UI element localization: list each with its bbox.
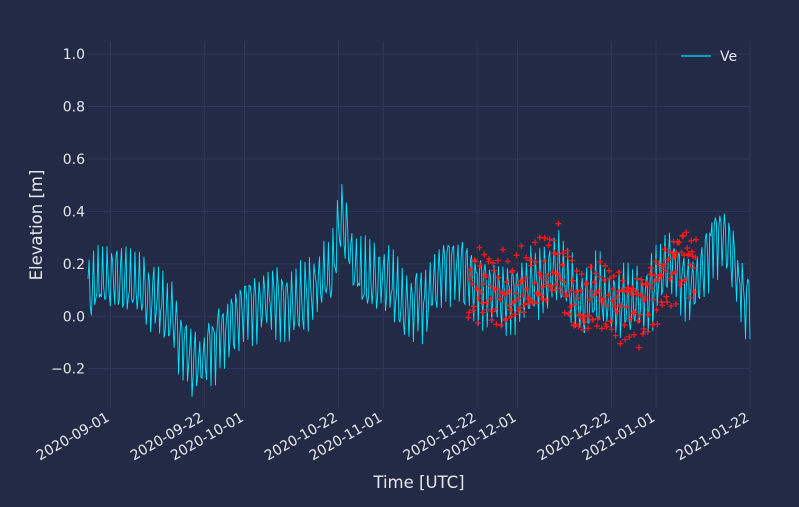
y-tick-label: −0.2 [51,362,85,378]
y-tick-label: 0.4 [63,204,85,220]
y-axis-title: Elevation [m] [27,170,46,281]
y-tick-label: 0.2 [63,257,85,273]
series-markers [465,220,700,351]
y-tick-label: 1.0 [63,47,85,63]
y-axis: −0.2 0.0 0.2 0.4 0.6 0.8 1.0 [51,47,85,378]
grid [88,41,751,408]
legend: Ve [681,49,737,65]
y-tick-label: 0.8 [63,100,85,116]
series-line-ve [87,184,751,397]
x-axis-title: Time [UTC] [372,473,464,492]
series-ve [87,184,751,397]
legend-label-ve: Ve [720,49,737,65]
series-markers [465,220,700,351]
x-tick-label: 2021-01-22 [674,410,752,465]
series-layer [87,184,751,397]
x-tick-label: 2020-09-01 [34,410,112,465]
y-tick-label: 0.6 [63,152,85,168]
y-tick-label: 0.0 [63,309,85,325]
